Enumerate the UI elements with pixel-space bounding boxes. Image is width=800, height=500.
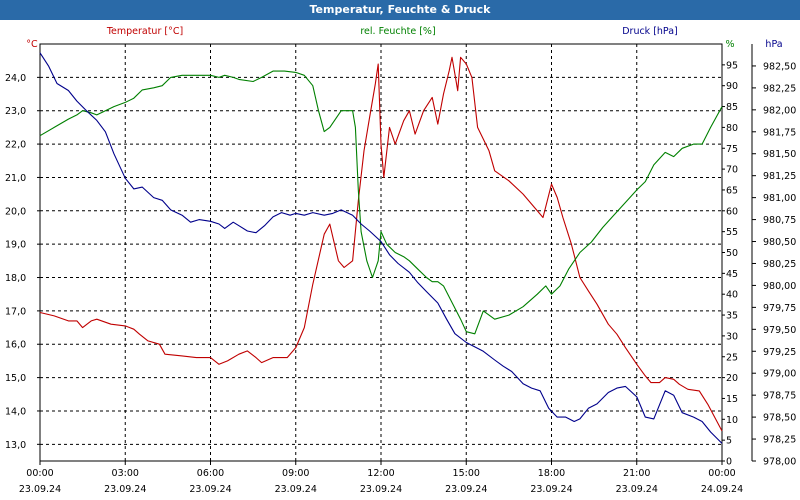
pressure-tick-label: 979,50: [763, 325, 796, 336]
pressure-tick-label: 981,00: [763, 193, 796, 204]
x-tick-label-date: 23.09.24: [445, 484, 487, 495]
x-tick-label-time: 15:00: [453, 468, 480, 479]
temperature-tick-label: 16,0: [5, 340, 26, 351]
series-layer: [39, 52, 723, 444]
pressure-tick-label: 982,50: [763, 61, 796, 72]
x-tick-label-date: 23.09.24: [530, 484, 572, 495]
humidity-tick-label: 35: [726, 311, 738, 322]
pressure-axis-label: Druck [hPa]: [622, 26, 678, 37]
temperature-tick-label: 15,0: [5, 373, 26, 384]
pressure-tick-label: 979,25: [763, 347, 796, 358]
pressure-tick-label: 978,50: [763, 413, 796, 424]
x-tick-label-time: 00:00: [26, 468, 53, 479]
humidity-tick-label: 70: [726, 165, 738, 176]
humidity-tick-label: 20: [726, 373, 738, 384]
humidity-tick-label: 65: [726, 185, 738, 196]
humidity-tick-label: 40: [726, 290, 738, 301]
temperature-axis-label: Temperatur [°C]: [106, 26, 183, 37]
x-tick-label-time: 12:00: [367, 468, 394, 479]
temperature-tick-label: 20,0: [5, 206, 26, 217]
pressure-unit-label: hPa: [765, 39, 782, 50]
humidity-tick-label: 95: [726, 60, 738, 71]
pressure-tick-label: 978,25: [763, 435, 796, 446]
series-line-humidity: [39, 70, 723, 335]
x-tick-label-date: 24.09.24: [701, 484, 743, 495]
x-tick-label-date: 23.09.24: [275, 484, 317, 495]
x-tick-label-time: 21:00: [623, 468, 650, 479]
chart-title: Temperatur, Feuchte & Druck: [0, 0, 800, 20]
pressure-tick-label: 982,25: [763, 83, 796, 94]
chart: 00:00 23.09.24 03:00 23.09.24 06:00 23.09.24 0…: [5, 26, 796, 495]
temperature-tick-label: 17,0: [5, 306, 26, 317]
humidity-tick-label: 50: [726, 248, 738, 259]
grid: [39, 43, 723, 462]
x-tick-label-time: 00:00: [708, 468, 735, 479]
humidity-tick-label: 25: [726, 352, 738, 363]
temperature-unit-label: °C: [26, 39, 38, 50]
humidity-tick-label: 30: [726, 331, 738, 342]
pressure-tick-label: 979,00: [763, 369, 796, 380]
temperature-tick-label: 22,0: [5, 140, 26, 151]
pressure-tick-label: 981,25: [763, 171, 796, 182]
pressure-tick-label: 980,50: [763, 237, 796, 248]
x-tick-label-date: 23.09.24: [360, 484, 402, 495]
pressure-tick-label: 982,00: [763, 105, 796, 116]
pressure-tick-label: 978,75: [763, 391, 796, 402]
humidity-unit-label: %: [725, 39, 734, 50]
pressure-tick-label: 980,75: [763, 215, 796, 226]
humidity-tick-label: 55: [726, 227, 738, 238]
humidity-tick-label: 75: [726, 144, 738, 155]
x-tick-label-date: 23.09.24: [104, 484, 146, 495]
temperature-tick-label: 23,0: [5, 106, 26, 117]
humidity-tick-label: 60: [726, 206, 738, 217]
temperature-tick-label: 14,0: [5, 406, 26, 417]
humidity-tick-label: 0: [726, 457, 732, 468]
x-tick-label-date: 23.09.24: [616, 484, 658, 495]
x-tick-label-time: 03:00: [112, 468, 139, 479]
pressure-tick-label: 980,25: [763, 259, 796, 270]
x-tick-label-time: 06:00: [197, 468, 224, 479]
pressure-tick-label: 981,75: [763, 127, 796, 138]
axes: 00:00 23.09.24 03:00 23.09.24 06:00 23.09.24 0…: [5, 44, 796, 495]
temperature-tick-label: 19,0: [5, 240, 26, 251]
humidity-tick-label: 15: [726, 394, 738, 405]
series-line-pressure: [39, 52, 723, 444]
x-tick-label-time: 09:00: [282, 468, 309, 479]
humidity-axis-label: rel. Feuchte [%]: [360, 26, 435, 37]
temperature-tick-label: 24,0: [5, 73, 26, 84]
pressure-tick-label: 981,50: [763, 149, 796, 160]
series-line-temperature: [39, 56, 723, 432]
pressure-tick-label: 980,00: [763, 281, 796, 292]
temperature-tick-label: 13,0: [5, 440, 26, 451]
humidity-tick-label: 10: [726, 415, 738, 426]
temperature-tick-label: 21,0: [5, 173, 26, 184]
temperature-tick-label: 18,0: [5, 273, 26, 284]
x-tick-label-date: 23.09.24: [189, 484, 231, 495]
humidity-tick-label: 80: [726, 123, 738, 134]
pressure-tick-label: 979,75: [763, 303, 796, 314]
humidity-tick-label: 5: [726, 436, 732, 447]
humidity-tick-label: 85: [726, 102, 738, 113]
humidity-tick-label: 90: [726, 81, 738, 92]
x-tick-label-time: 18:00: [538, 468, 565, 479]
x-tick-label-date: 23.09.24: [19, 484, 61, 495]
humidity-tick-label: 45: [726, 269, 738, 280]
pressure-tick-label: 978,00: [763, 457, 796, 468]
